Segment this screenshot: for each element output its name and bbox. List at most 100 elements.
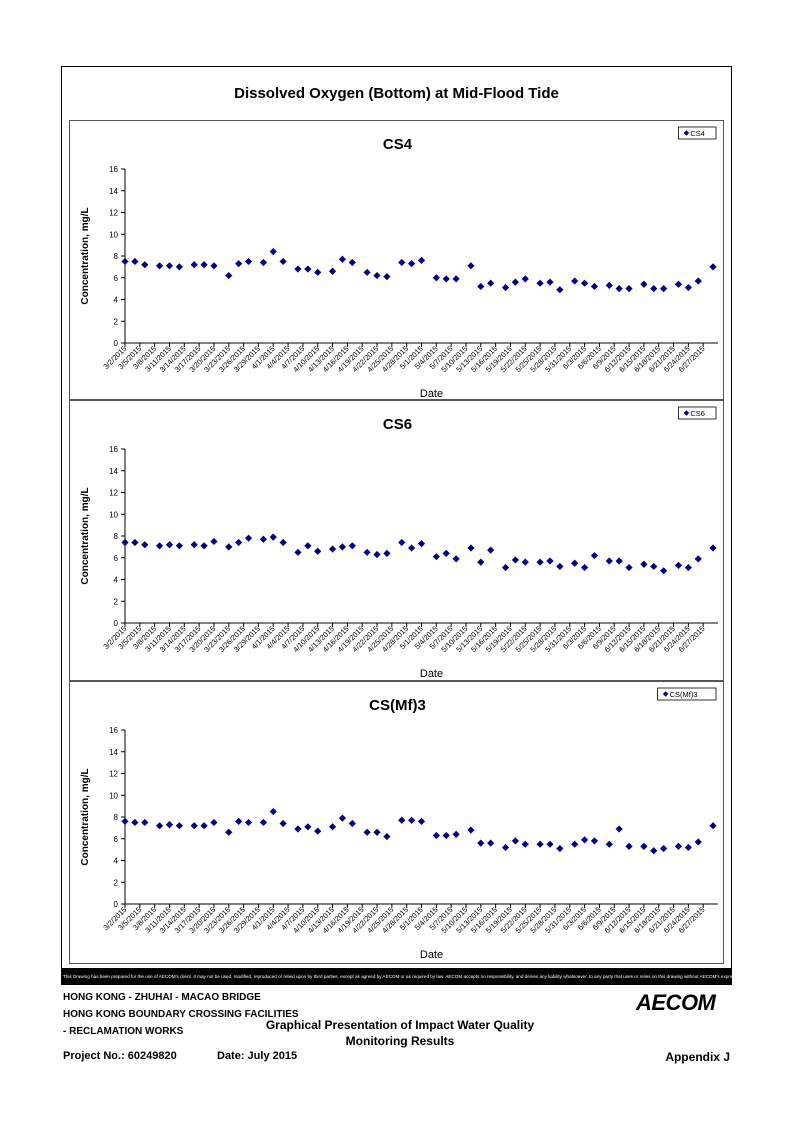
data-point-0-10 bbox=[235, 260, 243, 268]
data-point-2-23 bbox=[383, 832, 391, 841]
data-point-1-1 bbox=[131, 538, 139, 547]
y-tick-label-2-10: 10 bbox=[109, 791, 118, 800]
data-point-1-21 bbox=[363, 548, 371, 556]
data-point-1-3 bbox=[155, 542, 164, 550]
data-point-0-15 bbox=[294, 265, 302, 273]
data-point-2-33 bbox=[501, 843, 510, 852]
data-point-2-4 bbox=[165, 821, 174, 829]
x-axis-label-0: Date bbox=[420, 388, 443, 400]
chart-panel-cs4: CS4 CS4 0 2 4 6 8 10 12 14 16 Concentration, mg/L 3/… bbox=[69, 120, 724, 400]
data-point-1-30 bbox=[467, 544, 475, 552]
data-point-2-47 bbox=[660, 844, 668, 853]
data-point-1-9 bbox=[225, 543, 233, 551]
data-point-0-51 bbox=[709, 263, 717, 271]
y-tick-label-0-16: 16 bbox=[109, 165, 118, 174]
data-point-0-1 bbox=[131, 257, 139, 266]
y-tick-label-1-4: 4 bbox=[114, 576, 119, 585]
y-tick-label-1-10: 10 bbox=[109, 510, 118, 519]
chart-title-1: CS6 bbox=[383, 416, 412, 433]
data-point-2-20 bbox=[348, 819, 356, 828]
data-point-2-34 bbox=[511, 837, 519, 845]
data-point-0-9 bbox=[225, 271, 233, 280]
project-number: Project No.: 60249820 bbox=[63, 1050, 177, 1062]
data-point-1-4 bbox=[165, 541, 174, 549]
data-point-1-19 bbox=[338, 543, 347, 551]
data-point-0-47 bbox=[660, 285, 668, 293]
data-point-2-1 bbox=[131, 818, 139, 827]
data-point-2-38 bbox=[556, 844, 564, 853]
data-point-2-6 bbox=[190, 822, 198, 830]
data-point-1-31 bbox=[477, 558, 485, 566]
data-point-2-12 bbox=[259, 818, 267, 827]
data-point-0-23 bbox=[383, 273, 391, 281]
data-point-2-49 bbox=[684, 843, 692, 852]
y-tick-label-2-14: 14 bbox=[109, 748, 118, 757]
data-point-0-36 bbox=[536, 279, 544, 287]
data-point-1-7 bbox=[200, 542, 208, 550]
data-point-1-38 bbox=[556, 562, 564, 571]
legend-box-1 bbox=[678, 406, 717, 420]
data-point-1-44 bbox=[625, 563, 633, 572]
data-point-2-3 bbox=[155, 822, 164, 830]
y-tick-label-1-14: 14 bbox=[109, 467, 118, 476]
y-axis-label-0: Concentration, mg/L bbox=[80, 207, 91, 304]
data-point-2-15 bbox=[294, 825, 302, 833]
data-point-1-40 bbox=[580, 563, 589, 572]
data-point-2-19 bbox=[338, 814, 347, 822]
data-point-0-20 bbox=[348, 258, 356, 267]
data-point-0-12 bbox=[259, 258, 267, 267]
data-point-1-48 bbox=[674, 561, 683, 569]
data-point-1-13 bbox=[269, 533, 277, 541]
data-point-0-17 bbox=[314, 268, 322, 276]
data-point-1-0 bbox=[121, 538, 129, 547]
drawing-title-line-2: Monitoring Results bbox=[345, 1034, 455, 1048]
data-point-2-5 bbox=[175, 822, 183, 830]
data-point-0-13 bbox=[269, 248, 277, 256]
data-point-2-24 bbox=[398, 816, 406, 824]
data-point-2-48 bbox=[674, 842, 683, 850]
data-point-2-26 bbox=[417, 817, 426, 825]
data-point-1-18 bbox=[328, 545, 337, 553]
drawing-date: Date: July 2015 bbox=[217, 1050, 298, 1062]
x-axis-label-2: Date bbox=[420, 949, 443, 961]
y-tick-label-0-8: 8 bbox=[114, 252, 119, 261]
legend-box-2 bbox=[657, 687, 717, 701]
data-point-0-29 bbox=[452, 275, 460, 283]
data-point-1-8 bbox=[210, 537, 218, 546]
y-axis-label-2: Concentration, mg/L bbox=[80, 768, 91, 865]
data-point-1-36 bbox=[536, 558, 544, 566]
data-point-2-11 bbox=[244, 818, 253, 827]
data-point-1-17 bbox=[314, 547, 322, 555]
data-point-2-2 bbox=[141, 818, 149, 827]
y-tick-label-1-2: 2 bbox=[114, 597, 119, 606]
chart-title-2: CS(Mf)3 bbox=[369, 697, 426, 714]
data-point-1-5 bbox=[175, 542, 183, 550]
legend-marker-1 bbox=[683, 410, 690, 416]
data-point-0-43 bbox=[615, 285, 623, 293]
data-point-0-2 bbox=[141, 261, 149, 269]
data-point-0-0 bbox=[121, 257, 129, 266]
data-point-0-11 bbox=[244, 257, 253, 266]
data-point-0-41 bbox=[590, 282, 599, 291]
data-point-0-24 bbox=[398, 258, 406, 267]
drawing-title-block: Graphical Presentation of Impact Water Q… bbox=[260, 1017, 540, 1049]
data-point-0-45 bbox=[640, 280, 648, 288]
data-point-0-35 bbox=[521, 275, 529, 283]
data-point-1-12 bbox=[259, 535, 267, 543]
data-point-2-9 bbox=[225, 828, 233, 836]
data-point-1-50 bbox=[694, 555, 702, 563]
data-point-1-11 bbox=[244, 534, 253, 542]
data-point-1-24 bbox=[398, 538, 406, 547]
data-point-2-13 bbox=[269, 807, 277, 816]
data-point-1-20 bbox=[348, 542, 356, 550]
legend-label-2: CS(Mf)3 bbox=[670, 690, 698, 699]
project-title-line-3: - RECLAMATION WORKS bbox=[63, 1026, 184, 1037]
data-point-2-22 bbox=[373, 828, 381, 836]
y-tick-label-2-4: 4 bbox=[114, 857, 119, 866]
data-point-2-27 bbox=[432, 831, 440, 840]
data-point-2-39 bbox=[571, 840, 579, 848]
project-title-line-2: HONG KONG BOUNDARY CROSSING FACILITIES bbox=[63, 1009, 299, 1020]
data-point-0-34 bbox=[511, 278, 519, 286]
data-point-2-46 bbox=[650, 847, 658, 855]
